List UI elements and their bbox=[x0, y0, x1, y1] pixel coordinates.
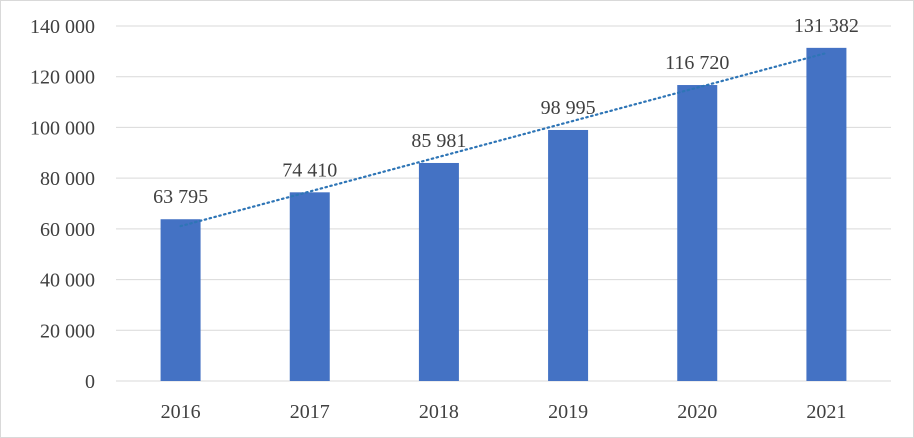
bar-2016 bbox=[160, 219, 201, 381]
x-tick-label: 2016 bbox=[161, 401, 201, 423]
trendline-layer bbox=[179, 51, 828, 228]
gridlines bbox=[116, 25, 891, 382]
bars bbox=[160, 47, 847, 382]
trendline bbox=[179, 51, 828, 228]
y-tick-label: 60 000 bbox=[40, 219, 95, 241]
x-tick-label: 2017 bbox=[290, 401, 330, 423]
bar-2019 bbox=[548, 129, 589, 381]
data-label-2020: 116 720 bbox=[665, 52, 729, 74]
x-tick-label: 2020 bbox=[677, 401, 717, 423]
y-tick-label: 140 000 bbox=[30, 16, 95, 38]
y-axis-tick-labels: 0 20 000 40 000 60 000 80 000 100 000 120 000 1… bbox=[30, 16, 95, 393]
x-tick-label: 2019 bbox=[548, 401, 588, 423]
data-label-2018: 85 981 bbox=[411, 130, 466, 152]
bar-2020 bbox=[677, 85, 718, 381]
data-label-2019: 98 995 bbox=[541, 97, 596, 119]
data-label-2017: 74 410 bbox=[282, 159, 337, 181]
data-label-2021: 131 382 bbox=[794, 15, 859, 37]
y-tick-label: 80 000 bbox=[40, 168, 95, 190]
bar-2017 bbox=[289, 192, 330, 381]
y-tick-label: 100 000 bbox=[30, 117, 95, 139]
y-tick-label: 0 bbox=[85, 371, 95, 393]
bar-2018 bbox=[418, 162, 459, 381]
x-tick-label: 2021 bbox=[806, 401, 846, 423]
y-tick-label: 120 000 bbox=[30, 67, 95, 89]
y-tick-label: 40 000 bbox=[40, 270, 95, 292]
x-tick-label: 2018 bbox=[419, 401, 459, 423]
data-label-2016: 63 795 bbox=[153, 186, 208, 208]
x-axis-tick-labels: 2016 2017 2018 2019 2020 2021 bbox=[161, 401, 847, 423]
bar-2021 bbox=[806, 47, 847, 382]
y-tick-label: 20 000 bbox=[40, 320, 95, 342]
data-labels: 63 795 74 410 85 981 98 995 116 720 131 382 bbox=[153, 15, 859, 208]
